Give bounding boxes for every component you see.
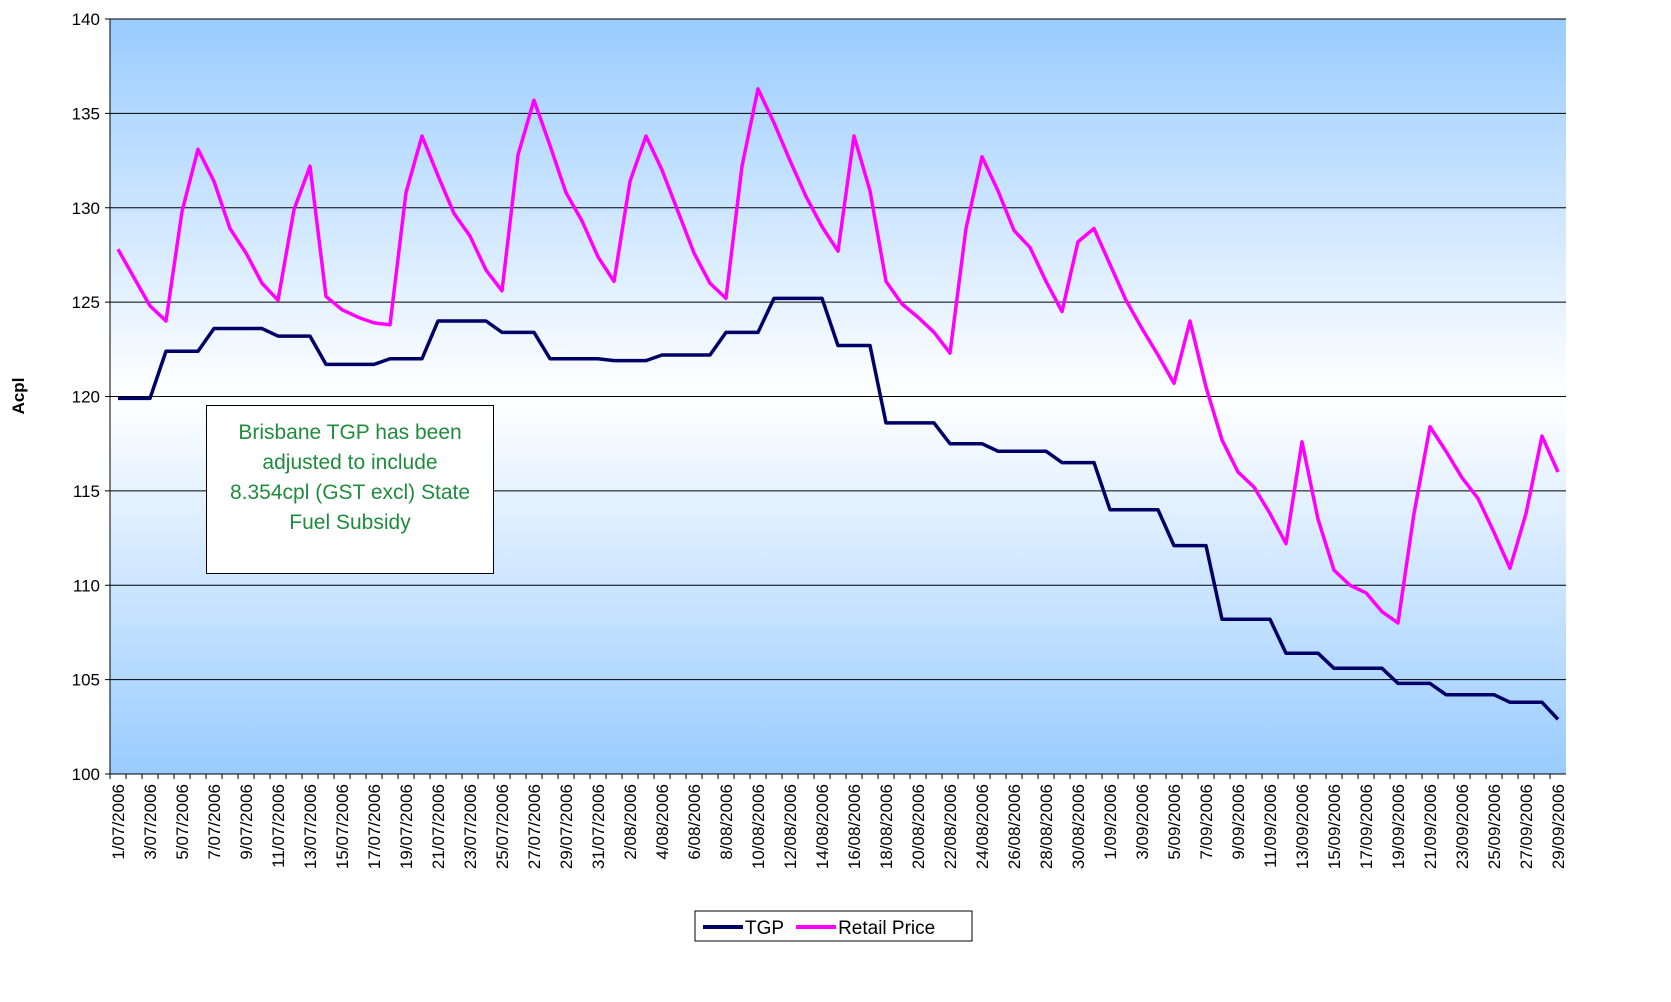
x-tick-label: 31/07/2006 [589,784,608,869]
y-tick-label: 135 [72,104,100,123]
x-tick-label: 1/07/2006 [109,784,128,860]
x-tick-label: 28/08/2006 [1037,784,1056,869]
x-tick-label: 10/08/2006 [749,784,768,869]
y-tick-label: 110 [73,576,100,595]
x-tick-label: 11/09/2006 [1261,784,1280,868]
y-tick-label: 120 [72,388,100,407]
y-tick-label: 140 [72,10,100,29]
x-tick-label: 25/09/2006 [1485,784,1504,869]
x-tick-label: 3/09/2006 [1133,784,1152,860]
series-line [116,87,1560,625]
x-tick-label: 23/09/2006 [1453,784,1472,869]
x-tick-label: 3/07/2006 [141,784,160,860]
x-tick-label: 19/07/2006 [397,784,416,869]
y-tick-label: 125 [72,293,100,312]
x-tick-label: 19/09/2006 [1389,784,1408,869]
x-tick-label: 20/08/2006 [909,784,928,869]
x-tick-label: 5/07/2006 [173,784,192,860]
x-tick-label: 14/08/2006 [813,784,832,869]
y-tick-label: 130 [72,199,100,218]
x-tick-label: 17/07/2006 [365,784,384,869]
annotation: Brisbane TGP has been adjusted to includ… [206,405,494,574]
x-tick-label: 16/08/2006 [845,784,864,869]
y-tick-label: 105 [72,671,100,690]
x-tick-label: 30/08/2006 [1069,784,1088,869]
x-tick-label: 15/07/2006 [333,784,352,869]
y-tick-label: 100 [72,765,100,784]
x-tick-label: 25/07/2006 [493,784,512,869]
x-tick-label: 24/08/2006 [973,784,992,869]
series-line [118,296,1560,721]
x-tick-label: 11/07/2006 [269,784,288,868]
x-tick-label: 21/09/2006 [1421,784,1440,869]
y-tick-label: 115 [73,482,100,501]
x-tick-label: 7/07/2006 [205,784,224,860]
x-tick-label: 4/08/2006 [653,784,672,860]
x-tick-label: 9/07/2006 [237,784,256,860]
x-tick-label: 8/08/2006 [717,784,736,860]
legend-label: TGP [745,918,784,939]
x-tick-label: 1/09/2006 [1101,784,1120,860]
x-tick-label: 7/09/2006 [1197,784,1216,860]
x-tick-label: 15/09/2006 [1325,784,1344,869]
y-axis-label: Acpl [9,378,28,415]
x-tick-label: 6/08/2006 [685,784,704,860]
x-tick-label: 27/09/2006 [1517,784,1536,869]
x-tick-label: 27/07/2006 [525,784,544,869]
x-tick-label: 23/07/2006 [461,784,480,869]
x-tick-label: 18/08/2006 [877,784,896,869]
x-tick-label: 9/09/2006 [1229,784,1248,860]
legend-label: Retail Price [838,918,935,939]
x-tick-label: 13/07/2006 [301,784,320,869]
x-tick-label: 22/08/2006 [941,784,960,869]
x-tick-label: 17/09/2006 [1357,784,1376,869]
x-tick-label: 13/09/2006 [1293,784,1312,869]
x-tick-label: 21/07/2006 [429,784,448,869]
x-tick-label: 12/08/2006 [781,784,800,869]
x-tick-label: 29/07/2006 [557,784,576,869]
x-tick-label: 29/09/2006 [1549,784,1568,869]
x-tick-label: 5/09/2006 [1165,784,1184,860]
x-tick-label: 26/08/2006 [1005,784,1024,869]
x-tick-label: 2/08/2006 [621,784,640,860]
